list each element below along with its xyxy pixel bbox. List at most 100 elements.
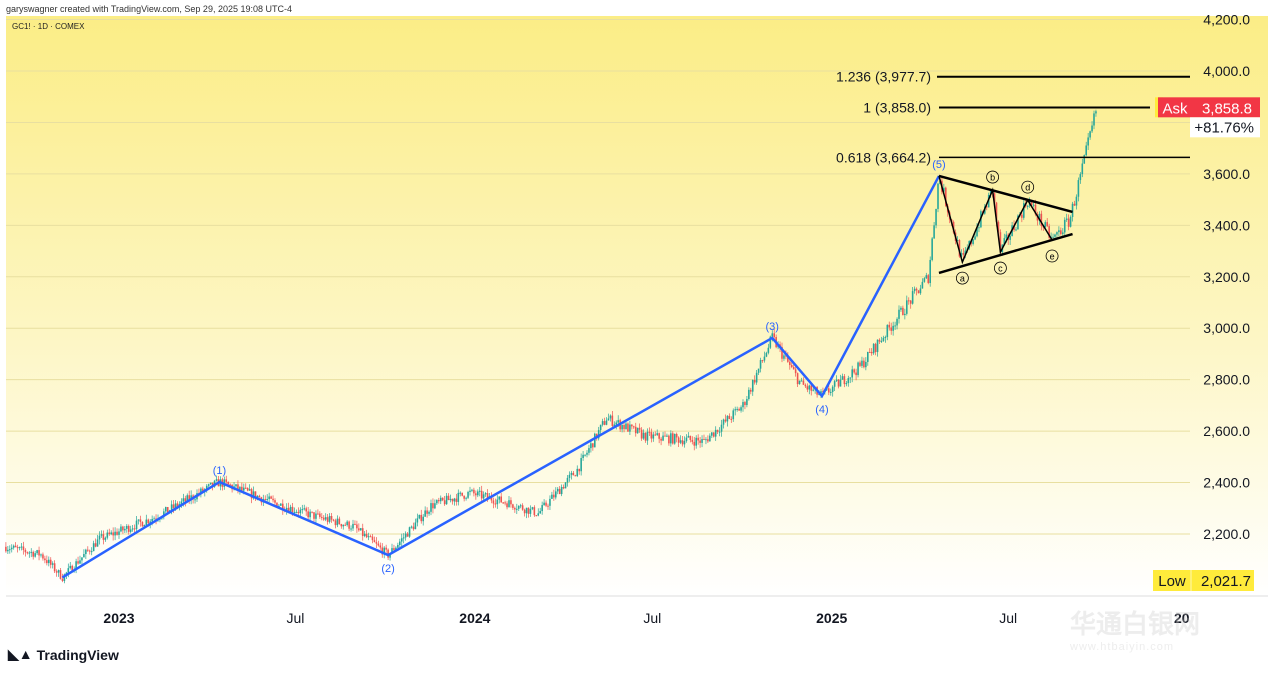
candle-body (566, 477, 569, 483)
candle-body (650, 432, 653, 439)
candle-body (597, 430, 600, 439)
candle-body (241, 486, 243, 491)
candle-body (1015, 229, 1017, 231)
ask-badge[interactable] (1158, 97, 1192, 118)
candle-body (625, 423, 627, 430)
candle-body (135, 520, 138, 530)
candle-body (365, 533, 368, 538)
candle-body (57, 570, 60, 573)
candle-body (767, 347, 770, 353)
candle-body (923, 278, 926, 282)
candle-body (640, 429, 643, 439)
candle-body (246, 488, 249, 491)
candle-body (857, 362, 859, 376)
candle-body (997, 221, 1000, 233)
x-tick-label: Jul (287, 610, 305, 626)
candle-body (670, 433, 672, 444)
candle-body (137, 519, 140, 521)
candle-body (379, 545, 382, 548)
candle-body (681, 440, 684, 445)
candle-body (430, 503, 432, 512)
y-tick-label: 3,400.0 (1203, 217, 1250, 233)
candle-body (1093, 113, 1095, 126)
candle-body (373, 540, 376, 543)
candle-body (894, 325, 896, 327)
candle-body (701, 439, 703, 443)
candle-body (280, 503, 282, 506)
candle-body (709, 435, 711, 442)
candle-body (763, 356, 766, 361)
candle-body (853, 369, 855, 373)
candle-body (531, 507, 534, 509)
candle-body (833, 381, 836, 387)
triangle-wave-label: c (998, 264, 1003, 274)
candle-body (258, 495, 261, 498)
candle-body (1038, 213, 1041, 221)
candle-body (414, 522, 417, 530)
candle-body (297, 511, 300, 514)
candle-body (527, 507, 530, 514)
candle-body (377, 543, 380, 546)
candle-body (732, 410, 735, 420)
triangle-wave-label: e (1050, 251, 1055, 261)
candle-body (601, 421, 604, 425)
candle-body (533, 507, 536, 516)
candle-body (660, 438, 662, 441)
candle-body (621, 425, 623, 430)
candle-body (886, 324, 889, 338)
ask-price-badge[interactable] (1192, 97, 1260, 118)
candle-body (613, 424, 616, 426)
candle-body (102, 534, 105, 540)
candle-body (562, 487, 565, 489)
candle-body (666, 435, 668, 437)
candle-body (55, 571, 58, 573)
candle-body (796, 373, 799, 385)
low-badge[interactable] (1153, 570, 1254, 591)
candle-body (855, 372, 857, 376)
candle-body (539, 511, 541, 514)
candle-body (5, 546, 7, 552)
candle-body (477, 491, 479, 496)
candle-body (962, 253, 965, 255)
candle-body (712, 432, 715, 437)
y-tick-label: 4,000.0 (1203, 63, 1250, 79)
candle-body (1030, 201, 1033, 206)
candle-body (88, 550, 91, 552)
candle-body (872, 343, 875, 354)
candle-body (1073, 203, 1076, 206)
tradingview-logo[interactable]: ◣▲ TradingView (8, 646, 119, 663)
candle-body (492, 500, 495, 504)
candle-body (841, 376, 844, 380)
candle-body (1060, 230, 1062, 234)
candle-body (338, 518, 341, 525)
candle-body (744, 402, 746, 406)
candle-body (757, 368, 760, 373)
candle-body (1079, 174, 1082, 181)
candle-body (81, 557, 83, 561)
candle-body (484, 493, 487, 495)
candle-body (648, 431, 651, 433)
candle-body (319, 513, 321, 517)
symbol-legend[interactable]: GC1! · 1D · COMEX (12, 22, 85, 31)
candle-body (568, 474, 571, 478)
candle-body (863, 360, 865, 368)
candle-body (24, 549, 27, 553)
candle-body (229, 484, 231, 486)
candle-body (215, 479, 218, 481)
candle-body (205, 485, 208, 490)
candle-body (508, 500, 510, 508)
candle-body (551, 494, 553, 499)
low-price: 2,021.7 (1201, 573, 1251, 590)
candle-body (1067, 218, 1070, 227)
candle-body (83, 554, 85, 558)
candle-body (525, 507, 528, 514)
candle-body (882, 337, 885, 341)
candle-body (582, 454, 584, 459)
candle-body (61, 578, 64, 581)
candle-body (14, 545, 17, 548)
candle-body (960, 253, 963, 257)
candle-body (1009, 236, 1011, 240)
candle-body (346, 521, 348, 526)
candle-body (543, 502, 545, 506)
